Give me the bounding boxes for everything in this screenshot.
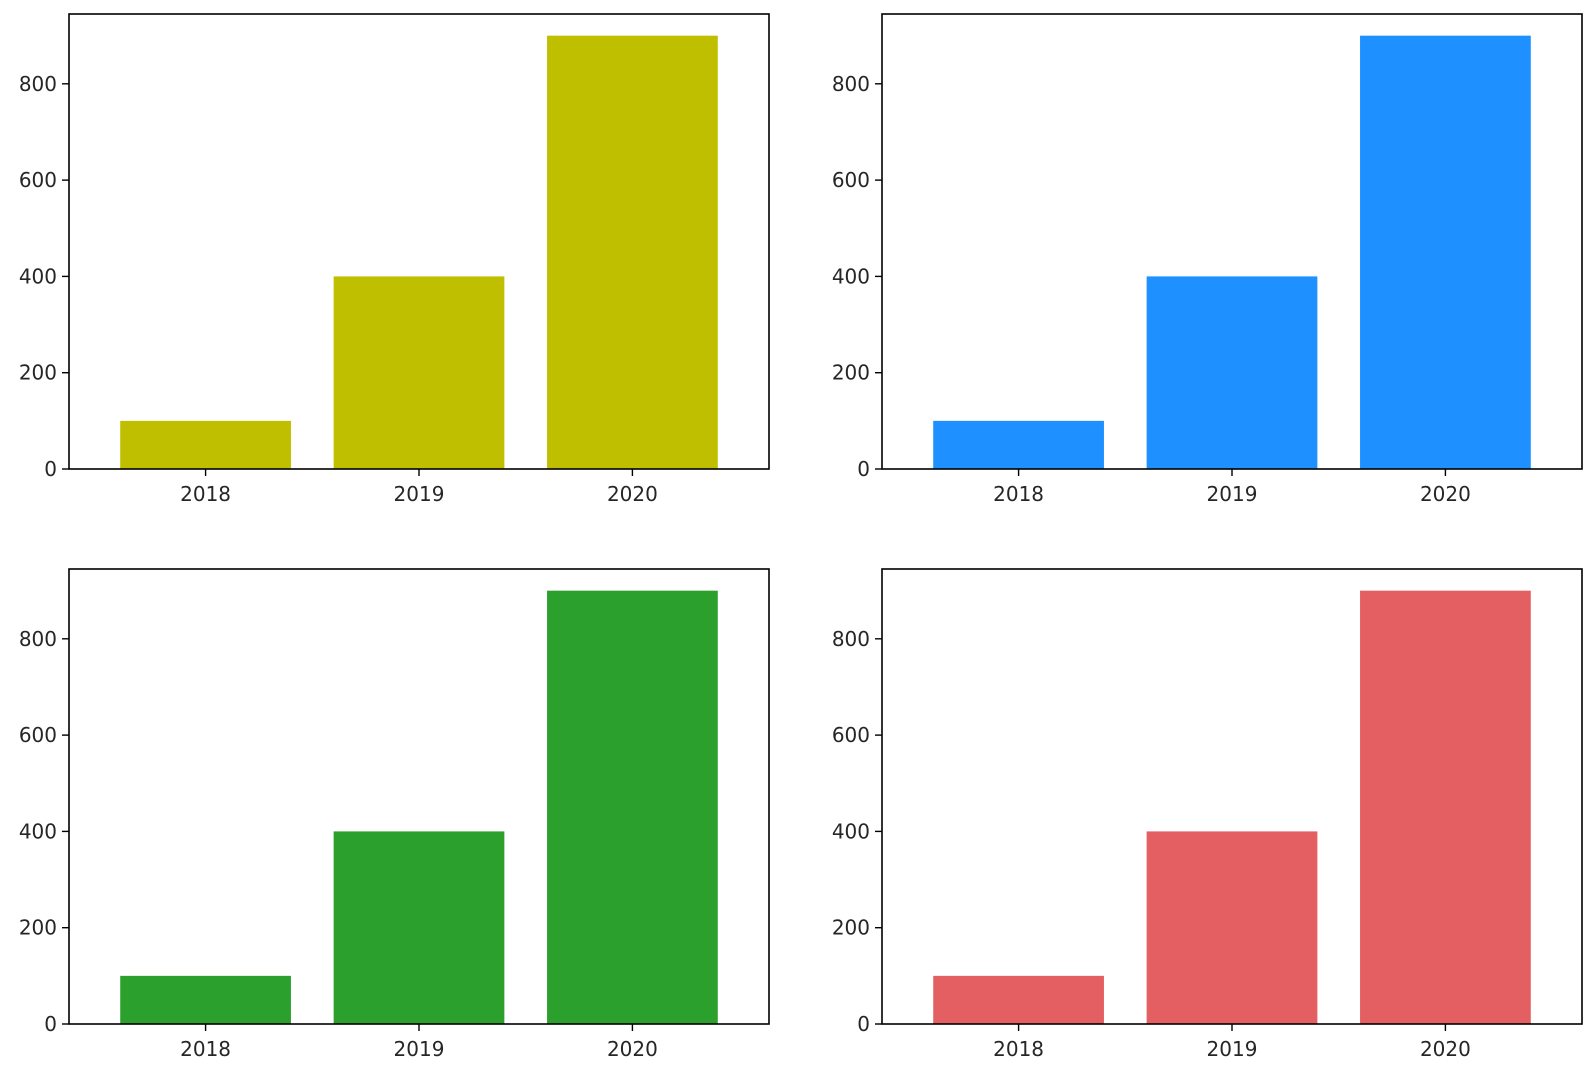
bar-2019: [1146, 831, 1318, 1024]
y-tick-label: 200: [832, 361, 870, 385]
y-tick-label: 400: [19, 264, 57, 288]
subplot-bottom-right: 0 200 400 600 800 2018 2019 2020: [832, 568, 1583, 1061]
x-tick-label: 2018: [180, 482, 231, 506]
x-tick-label: 2020: [607, 1037, 658, 1061]
x-tick-label: 2020: [1420, 482, 1471, 506]
y-tick-label: 400: [832, 264, 870, 288]
x-tick-label: 2019: [394, 1037, 445, 1061]
subplot-top-left: 0 200 400 600 800 2018 2019 2020: [19, 13, 770, 506]
bar-2018: [120, 420, 291, 469]
bar-2018: [933, 420, 1104, 469]
y-tick-label: 0: [857, 457, 870, 481]
x-tick-label: 2018: [993, 1037, 1044, 1061]
bar-2019: [333, 831, 505, 1024]
bar-2020: [547, 590, 718, 1024]
y-tick-label: 200: [19, 361, 57, 385]
y-tick-label: 800: [832, 627, 870, 651]
bar-2020: [1360, 35, 1531, 470]
bar-2018: [933, 975, 1104, 1024]
x-tick-label: 2019: [1207, 482, 1258, 506]
bar-2020: [547, 35, 718, 470]
y-tick-label: 600: [19, 168, 57, 192]
x-tick-label: 2019: [394, 482, 445, 506]
bar-2020: [1360, 590, 1531, 1024]
x-tick-label: 2020: [607, 482, 658, 506]
y-tick-label: 600: [19, 723, 57, 747]
bar-2018: [120, 975, 291, 1024]
x-tick-label: 2018: [993, 482, 1044, 506]
y-tick-label: 0: [857, 1012, 870, 1036]
y-tick-label: 800: [832, 72, 870, 96]
bar-2019: [1146, 276, 1318, 469]
y-tick-label: 0: [44, 457, 57, 481]
x-tick-label: 2018: [180, 1037, 231, 1061]
y-tick-label: 0: [44, 1012, 57, 1036]
subplot-bottom-left: 0 200 400 600 800 2018 2019 2020: [19, 568, 770, 1061]
y-tick-label: 400: [19, 819, 57, 843]
x-tick-label: 2019: [1207, 1037, 1258, 1061]
y-tick-label: 600: [832, 168, 870, 192]
y-tick-label: 200: [19, 916, 57, 940]
y-tick-label: 800: [19, 72, 57, 96]
y-tick-label: 200: [832, 916, 870, 940]
subplot-top-right: 0 200 400 600 800 2018 2019 2020: [832, 13, 1583, 506]
y-tick-label: 600: [832, 723, 870, 747]
y-tick-label: 400: [832, 819, 870, 843]
x-tick-label: 2020: [1420, 1037, 1471, 1061]
bar-2019: [333, 276, 505, 469]
y-tick-label: 800: [19, 627, 57, 651]
